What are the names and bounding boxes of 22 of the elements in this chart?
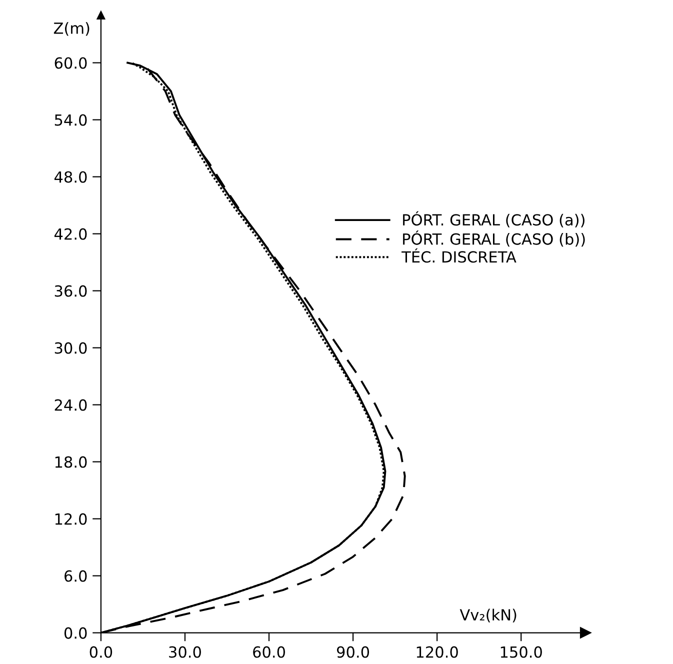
legend-label: PÓRT. GERAL (CASO (b)) (403, 230, 585, 247)
x-tick-label: 60.0 (253, 646, 285, 658)
legend-label: PÓRT. GERAL (CASO (a)) (403, 211, 584, 228)
y-tick-label: 6.0 (64, 570, 87, 582)
y-tick-label: 36.0 (54, 285, 87, 297)
y-tick-label: 60.0 (54, 57, 87, 69)
y-tick-label: 24.0 (54, 399, 87, 411)
y-tick-label: 30.0 (54, 342, 87, 354)
x-tick-label: 120.0 (416, 646, 458, 658)
x-axis-title: Vv₂(kN) (460, 608, 516, 622)
y-tick-label: 12.0 (55, 513, 87, 525)
y-tick-label: 42.0 (54, 228, 87, 240)
legend-label: TÉC. DISCRETA (402, 248, 516, 263)
x-tick-label: 90.0 (336, 646, 370, 658)
x-tick-label: 30.0 (169, 646, 201, 658)
y-tick-label: 18.0 (55, 456, 87, 468)
y-tick-label: 48.0 (54, 171, 87, 183)
y-tick-label: 0.0 (64, 627, 87, 639)
y-tick-label: 54.0 (54, 114, 87, 126)
x-tick-label: 150.0 (500, 646, 542, 658)
x-tick-label: 0.0 (90, 646, 112, 658)
y-axis-title: Z(m) (54, 22, 90, 36)
